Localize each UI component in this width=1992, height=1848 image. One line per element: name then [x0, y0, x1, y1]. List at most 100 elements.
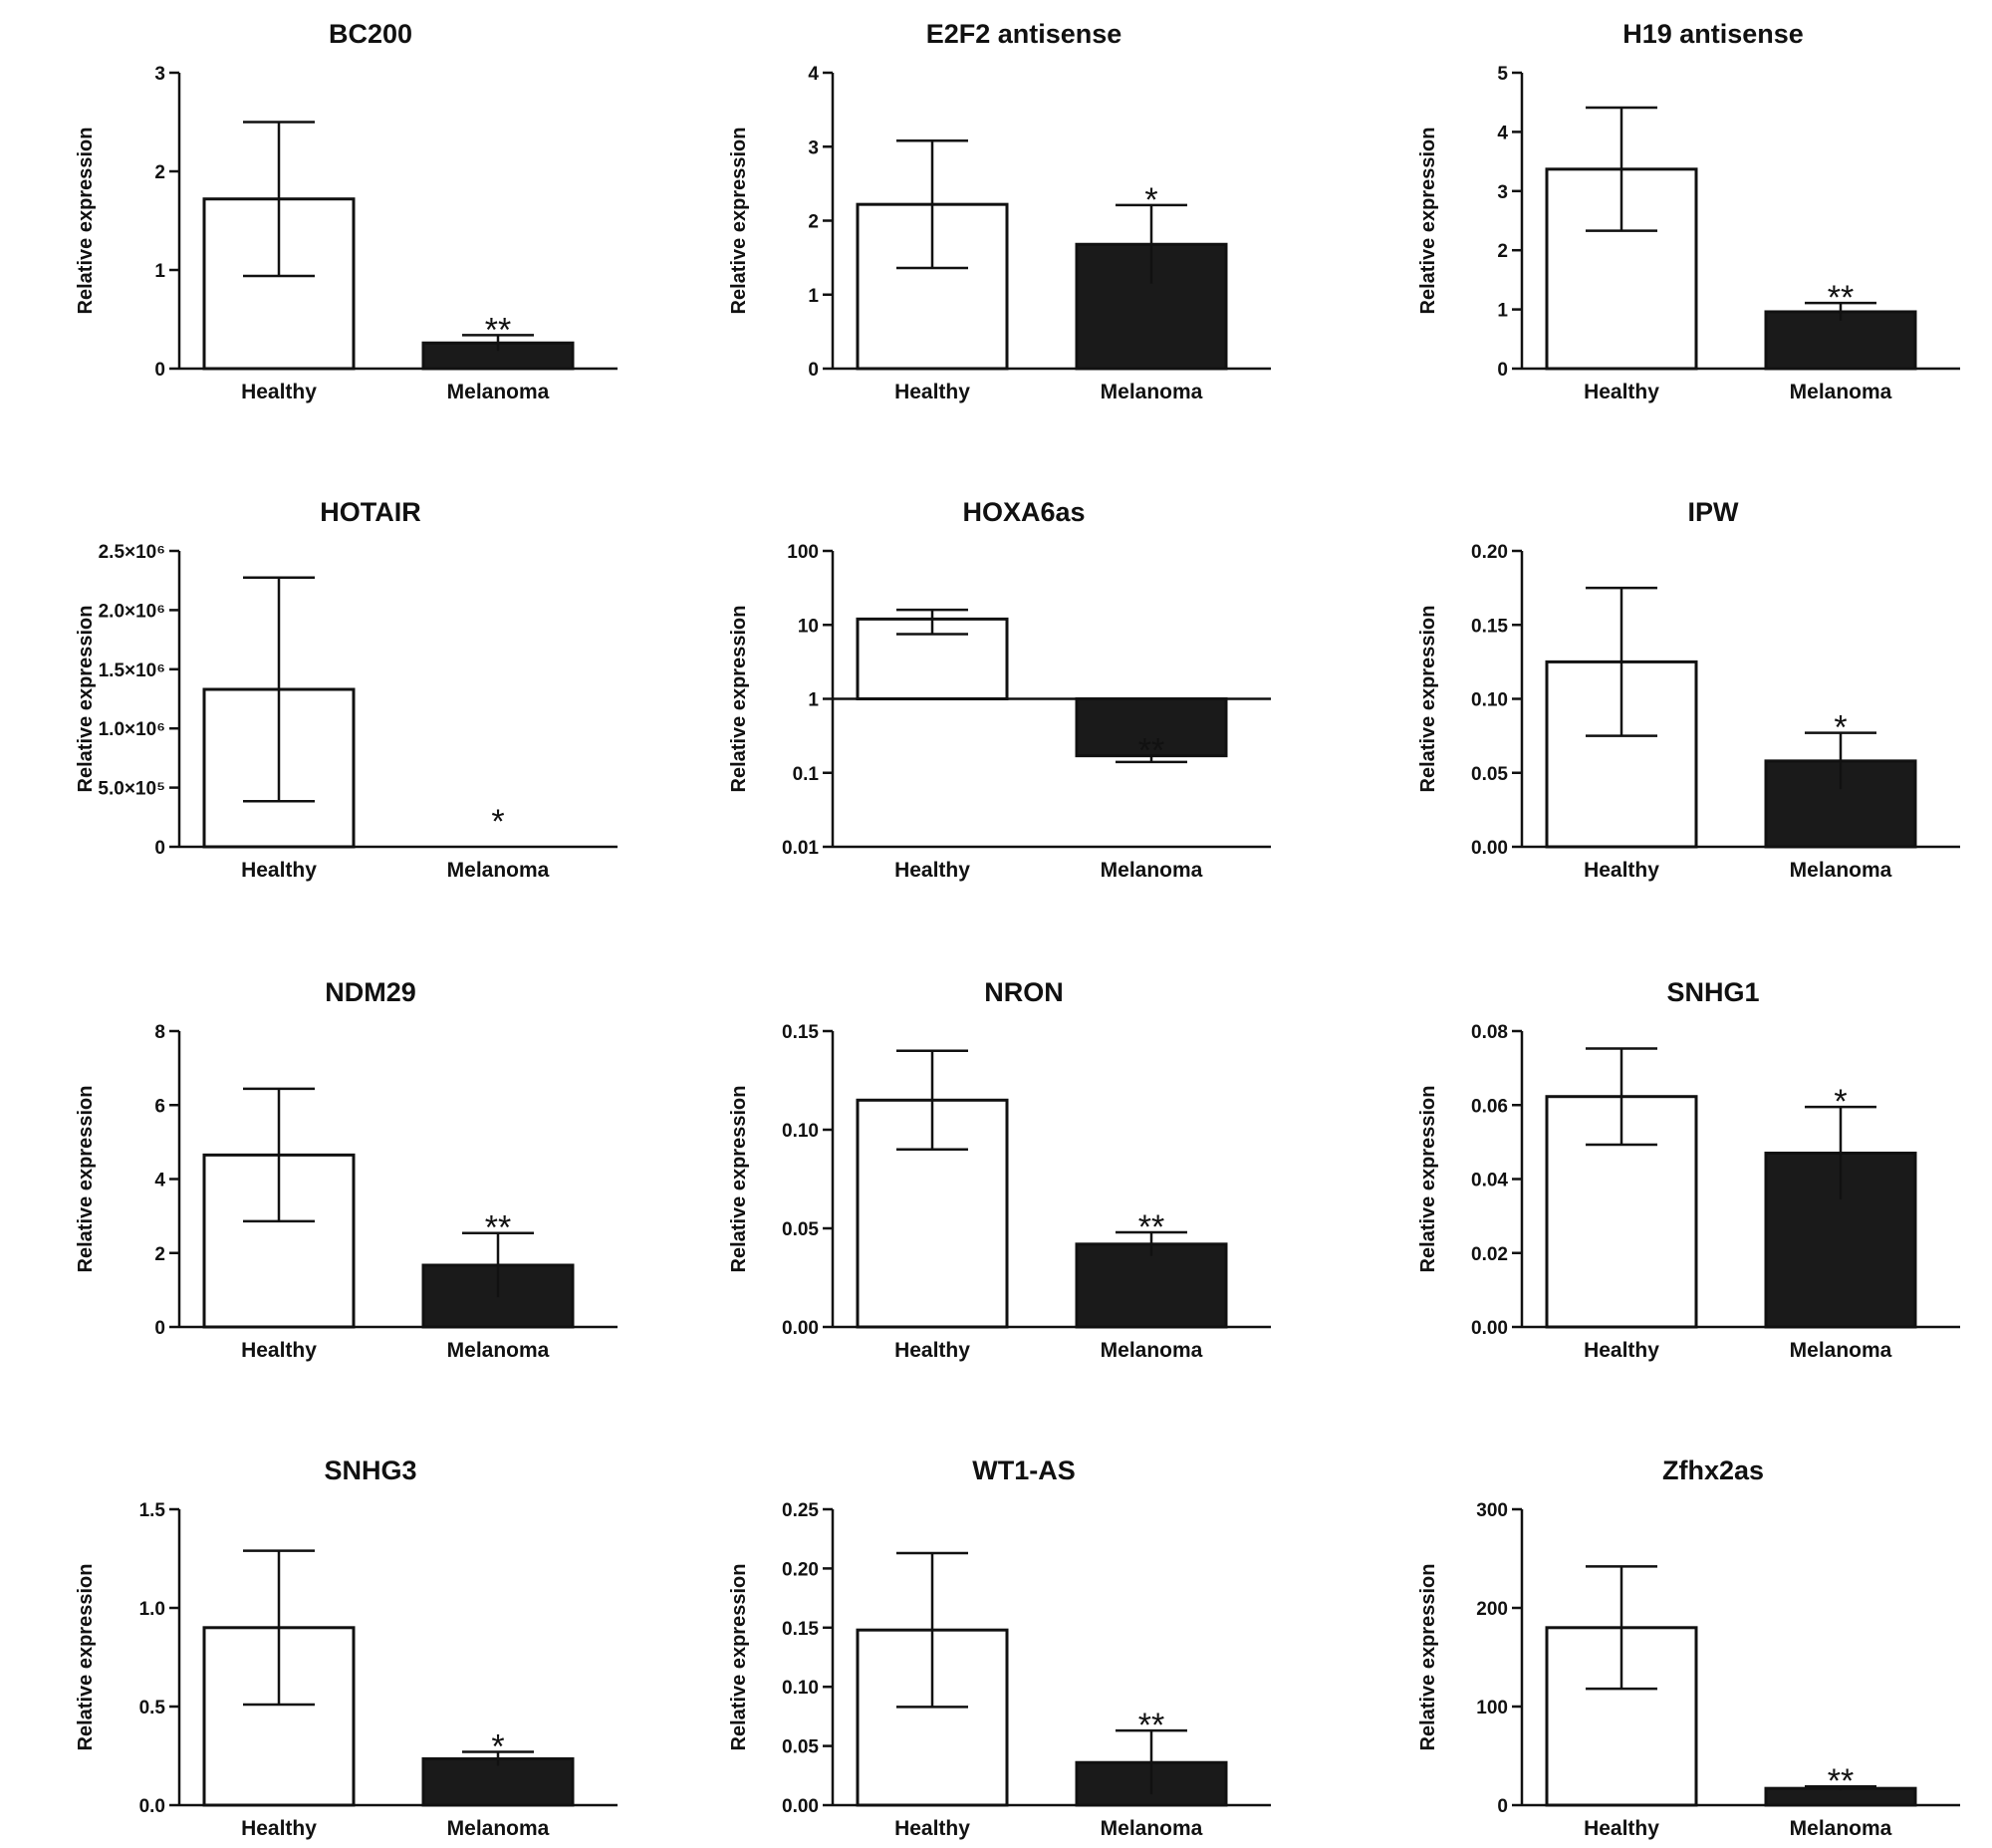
y-tick-label: 100 — [787, 542, 819, 563]
chart-title: H19 antisense — [1622, 19, 1804, 49]
chart-title: BC200 — [329, 19, 412, 49]
y-tick-label: 0 — [1497, 1796, 1508, 1817]
significance-marker: ** — [1828, 279, 1854, 317]
y-axis-label: Relative expression — [75, 128, 97, 315]
y-tick-label: 0.15 — [782, 1619, 819, 1640]
x-category-label: Melanoma — [1101, 381, 1203, 403]
y-tick-label: 0.20 — [1471, 542, 1508, 563]
bar-melanoma — [421, 1756, 575, 1807]
chart-title: NRON — [984, 977, 1064, 1007]
bar-melanoma — [1764, 310, 1917, 371]
x-category-label: Healthy — [1584, 1817, 1659, 1840]
y-tick-label: 1.0 — [139, 1599, 165, 1620]
y-tick-label: 0 — [154, 1318, 165, 1339]
significance-marker: ** — [1138, 1208, 1164, 1246]
x-category-label: Melanoma — [447, 381, 550, 403]
x-category-label: Healthy — [894, 381, 970, 403]
chart-panel: NDM29 Relative expression 0 2 4 6 8 Healthy Mela… — [75, 977, 618, 1362]
x-category-label: Healthy — [894, 1339, 970, 1362]
x-category-label: Melanoma — [1790, 859, 1892, 882]
y-tick-label: 1.5 — [139, 1500, 166, 1521]
y-tick-label: 1 — [808, 690, 819, 711]
y-axis-label: Relative expression — [1417, 128, 1439, 315]
x-category-label: Healthy — [1584, 1339, 1659, 1362]
x-category-label: Melanoma — [1790, 1817, 1892, 1840]
y-tick-label: 0.10 — [782, 1121, 819, 1142]
y-tick-label: 0.01 — [782, 838, 819, 859]
y-axis-label: Relative expression — [75, 606, 97, 793]
y-axis-label: Relative expression — [75, 1086, 97, 1273]
y-tick-label: 0.04 — [1471, 1171, 1508, 1191]
chart-title: SNHG1 — [1666, 977, 1759, 1007]
chart-panel: Zfhx2as Relative expression 0 100 200 300 Heal… — [1417, 1455, 1960, 1840]
y-tick-label: 0.02 — [1471, 1244, 1508, 1265]
x-category-label: Healthy — [241, 1817, 317, 1840]
y-tick-label: 0.1 — [793, 764, 820, 785]
y-axis-label: Relative expression — [1417, 1564, 1439, 1751]
chart-panel: NRON Relative expression 0.00 0.05 0.10 0.15 H… — [728, 977, 1271, 1362]
x-category-label: Healthy — [1584, 381, 1659, 403]
y-tick-label: 1 — [1497, 301, 1508, 322]
y-tick-label: 0.25 — [782, 1500, 819, 1521]
chart-title: WT1-AS — [972, 1455, 1076, 1485]
y-tick-label: 0.05 — [1471, 764, 1508, 785]
y-tick-label: 0.15 — [782, 1022, 819, 1043]
x-category-label: Healthy — [894, 859, 970, 882]
y-tick-label: 0.06 — [1471, 1096, 1508, 1117]
chart-title: Zfhx2as — [1662, 1455, 1764, 1485]
y-axis-label: Relative expression — [728, 606, 750, 793]
y-tick-label: 2.0×10⁶ — [99, 601, 165, 622]
significance-marker: ** — [1138, 1707, 1164, 1744]
significance-marker: * — [491, 1728, 504, 1766]
x-category-label: Healthy — [241, 859, 317, 882]
significance-marker: * — [1834, 1083, 1847, 1121]
significance-marker: ** — [1828, 1762, 1854, 1800]
y-tick-label: 1.0×10⁶ — [99, 719, 165, 740]
y-axis-label: Relative expression — [728, 1086, 750, 1273]
x-category-label: Melanoma — [1790, 1339, 1892, 1362]
y-tick-label: 1.5×10⁶ — [99, 660, 165, 681]
chart-panel: HOXA6as Relative expression 0.01 0.1 1 10 100 H… — [728, 497, 1271, 882]
y-tick-label: 5.0×10⁵ — [98, 779, 165, 800]
y-tick-label: 0.0 — [139, 1796, 165, 1817]
y-axis-label: Relative expression — [728, 128, 750, 315]
y-tick-label: 4 — [1497, 123, 1508, 143]
y-tick-label: 10 — [798, 616, 819, 637]
y-tick-label: 0.10 — [1471, 690, 1508, 711]
chart-panel: BC200 Relative expression 0 1 2 3 Healthy Melan… — [75, 19, 618, 403]
chart-panel: SNHG1 Relative expression 0.00 0.02 0.04 0.06… — [1417, 977, 1960, 1362]
y-tick-label: 2 — [154, 1244, 165, 1265]
significance-marker: * — [491, 803, 504, 841]
chart-title: HOXA6as — [962, 497, 1085, 527]
x-category-label: Melanoma — [447, 1339, 550, 1362]
y-tick-label: 0 — [1497, 360, 1508, 381]
x-category-label: Melanoma — [1790, 381, 1892, 403]
y-tick-label: 1 — [808, 286, 819, 307]
y-tick-label: 2 — [1497, 241, 1508, 262]
y-tick-label: 6 — [154, 1096, 165, 1117]
y-tick-label: 0.05 — [782, 1737, 819, 1758]
x-category-label: Healthy — [241, 381, 317, 403]
chart-title: HOTAIR — [320, 497, 421, 527]
y-tick-label: 300 — [1476, 1500, 1508, 1521]
chart-panel: H19 antisense Relative expression 0 1 2 3 4 5 He… — [1417, 19, 1960, 403]
y-tick-label: 3 — [1497, 182, 1508, 203]
chart-title: NDM29 — [325, 977, 416, 1007]
y-axis-label: Relative expression — [728, 1564, 750, 1751]
y-tick-label: 4 — [808, 64, 819, 85]
x-category-label: Melanoma — [1101, 859, 1203, 882]
x-category-label: Healthy — [894, 1817, 970, 1840]
chart-title: IPW — [1688, 497, 1740, 527]
significance-marker: ** — [1138, 732, 1164, 770]
y-tick-label: 3 — [154, 64, 165, 85]
y-tick-label: 200 — [1476, 1599, 1508, 1620]
chart-panel: SNHG3 Relative expression 0.0 0.5 1.0 1.5 Heal… — [75, 1455, 618, 1840]
bar-melanoma — [1075, 1242, 1228, 1329]
y-tick-label: 2 — [154, 162, 165, 183]
y-tick-label: 4 — [154, 1171, 165, 1191]
x-category-label: Melanoma — [447, 1817, 550, 1840]
y-tick-label: 0.00 — [782, 1796, 819, 1817]
y-tick-label: 0.00 — [1471, 838, 1508, 859]
x-category-label: Healthy — [241, 1339, 317, 1362]
